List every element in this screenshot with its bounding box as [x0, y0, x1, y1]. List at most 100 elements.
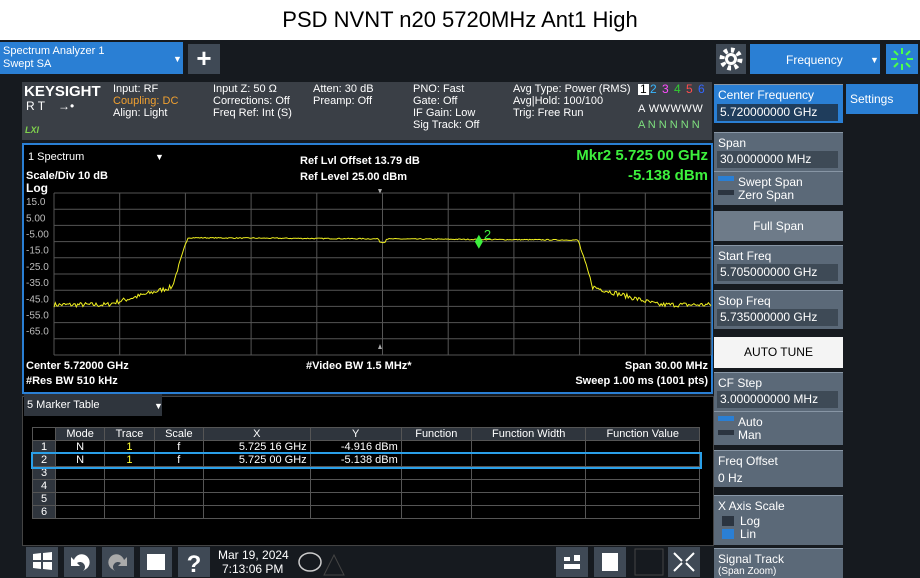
- span-mode-key[interactable]: Swept Span Zero Span: [714, 171, 843, 205]
- y-axis-label: -55.0: [26, 311, 49, 322]
- table-cell: f: [153, 440, 204, 454]
- marker-label: 2: [484, 227, 491, 242]
- info-text: Coupling: DC: [113, 95, 179, 107]
- dropdown-arrow: ▼: [173, 54, 182, 64]
- layout-icon: [564, 555, 580, 569]
- key-value: 0 Hz: [718, 471, 743, 485]
- table-cell: [400, 505, 472, 519]
- trace-detectors: A N N N N N: [638, 119, 700, 131]
- table-cell: [470, 492, 587, 506]
- menu-tab[interactable]: Frequency ▼: [750, 44, 880, 74]
- table-cell: 1: [104, 440, 155, 454]
- busy-icon: [886, 44, 918, 74]
- date: Mar 19, 2024: [218, 548, 289, 562]
- table-cell: [202, 505, 311, 519]
- auto-tune-button[interactable]: AUTO TUNE: [714, 337, 843, 368]
- full-span-button[interactable]: Full Span: [714, 211, 843, 241]
- marker-level: -5.138 dBm: [628, 167, 708, 184]
- scale-div: Scale/Div 10 dB: [26, 170, 108, 182]
- option-label: Log: [740, 514, 761, 528]
- table-cell: [400, 466, 472, 480]
- trace-number: 5: [686, 82, 693, 96]
- trace-number: 4: [674, 82, 681, 96]
- window-label: 5 Marker Table: [27, 399, 100, 411]
- cf-step-mode-key[interactable]: Auto Man: [714, 411, 843, 445]
- fullscreen-button[interactable]: [668, 547, 700, 577]
- help-button[interactable]: [178, 547, 210, 577]
- trace-types: A WWWWW: [638, 103, 704, 115]
- key-label: Freq Offset: [718, 454, 778, 468]
- table-row: 6: [32, 505, 700, 519]
- stop-freq-key[interactable]: Stop Freq 5.735000000 GHz: [714, 290, 843, 329]
- x-axis-scale-key[interactable]: X Axis Scale Log Lin: [714, 495, 843, 545]
- info-text: Gate: Off: [413, 95, 458, 107]
- signal-track-key[interactable]: Signal Track (Span Zoom): [714, 548, 843, 578]
- table-cell: [400, 479, 472, 493]
- table-cell: [585, 440, 700, 454]
- table-cell: 5: [32, 492, 56, 506]
- table-cell: [585, 466, 700, 480]
- table-row: 2 N 1 f 5.725 00 GHz -5.138 dBm: [30, 451, 702, 469]
- header-cell: [32, 427, 56, 441]
- window-selector[interactable]: 5 Marker Table ▼: [24, 394, 163, 416]
- chat-icon[interactable]: [298, 552, 322, 572]
- table-cell: [54, 479, 106, 493]
- settings-gear[interactable]: [716, 44, 746, 74]
- help-icon: ?: [187, 551, 202, 578]
- table-cell: 6: [32, 505, 56, 519]
- header-row: Mode Trace Scale X Y Function Function Width Fu…: [32, 427, 700, 441]
- table-row: 4: [32, 479, 700, 493]
- windows-button[interactable]: [26, 547, 58, 577]
- table-cell: [400, 453, 472, 467]
- info-text: Trig: Free Run: [513, 107, 584, 119]
- y-axis-label: 15.0: [26, 197, 46, 208]
- marker-diamond: [474, 234, 483, 249]
- tab[interactable]: Spectrum Analyzer 1 Swept SA ▼: [0, 42, 183, 74]
- lxi-logo: LXI: [25, 125, 40, 135]
- dropdown-arrow: ▼: [870, 55, 879, 65]
- y-axis-label: -5.00: [26, 230, 49, 241]
- table-cell: [470, 505, 587, 519]
- table-cell: [400, 492, 472, 506]
- table-cell: 5.725 16 GHz: [202, 440, 311, 454]
- info-text: IF Gain: Low: [413, 107, 476, 119]
- trace-number: 2: [650, 82, 657, 96]
- table-cell: [309, 479, 402, 493]
- table-cell: [309, 466, 402, 480]
- fullscreen-icon: [673, 552, 695, 572]
- ref-level: Ref Level 25.00 dBm: [300, 171, 407, 183]
- key-label: Center Frequency: [718, 88, 815, 102]
- option-label: Zero Span: [738, 188, 795, 202]
- table-cell: [153, 505, 204, 519]
- spectrum-window: 1 Spectrum ▼ Scale/Div 10 dB Ref Lvl Off…: [22, 143, 713, 394]
- table-cell: [309, 505, 402, 519]
- table-cell: [470, 466, 587, 480]
- table-cell: [202, 492, 311, 506]
- dropdown-arrow: ▼: [154, 401, 163, 411]
- center-freq-key[interactable]: Center Frequency 5.720000000 GHz: [714, 84, 843, 123]
- indicator-off: [718, 430, 734, 435]
- indicator-on: [718, 416, 734, 421]
- info-text: Align: Light: [113, 107, 168, 119]
- span-key[interactable]: Span 30.0000000 MHz: [714, 132, 843, 171]
- log-label: Log: [26, 181, 48, 195]
- key-value: 5.705000000 GHz: [717, 264, 838, 281]
- add-button[interactable]: +: [188, 44, 220, 74]
- settings-tab[interactable]: Settings: [846, 84, 918, 114]
- start-freq-key[interactable]: Start Freq 5.705000000 GHz: [714, 245, 843, 284]
- table-cell: [585, 479, 700, 493]
- indicator-on: [718, 176, 734, 181]
- page-title: PSD NVNT n20 5720MHz Ant1 High: [282, 7, 638, 32]
- table-cell: 2: [32, 453, 56, 467]
- y-axis-label: -25.0: [26, 262, 49, 273]
- freq-offset-key[interactable]: Freq Offset 0 Hz: [714, 450, 843, 487]
- table-cell: [153, 466, 204, 480]
- key-label: Stop Freq: [718, 294, 771, 308]
- cf-step-key[interactable]: CF Step 3.000000000 MHz: [714, 372, 843, 411]
- header-cell: Function Value: [585, 427, 700, 441]
- res-bw: #Res BW 510 kHz: [26, 375, 118, 387]
- trace-number: 6: [698, 82, 705, 96]
- indicator-on: [722, 529, 734, 539]
- layout-button[interactable]: [556, 547, 588, 577]
